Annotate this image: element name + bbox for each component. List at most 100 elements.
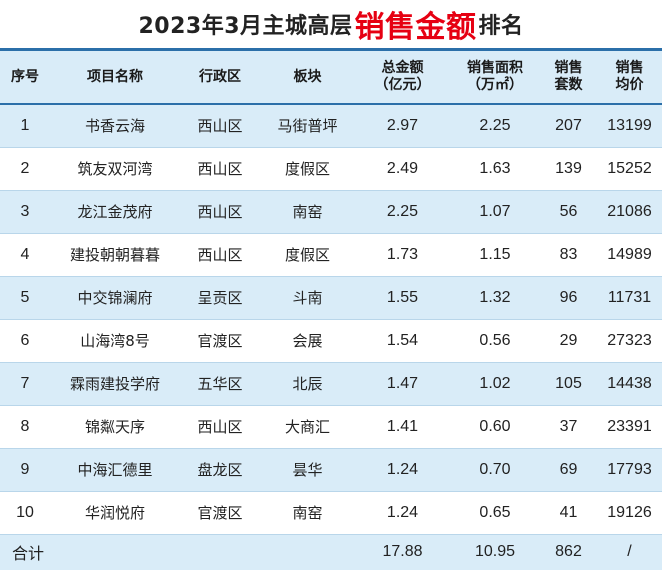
title-rule (0, 48, 662, 51)
header-avg: 销售 均价 (597, 51, 662, 105)
table-row: 4 建投朝朝暮暮 西山区 度假区 1.73 1.15 83 14989 (0, 233, 662, 277)
cell-units: 207 (540, 104, 597, 148)
header-units: 销售 套数 (540, 51, 597, 105)
cell-name: 书香云海 (50, 104, 180, 148)
header-rank: 序号 (0, 51, 50, 105)
total-area: 10.95 (474, 543, 516, 561)
cell-area: 1.63 (450, 147, 540, 191)
cell-name: 筑友双河湾 (50, 147, 180, 191)
cell-sector: 斗南 (260, 276, 355, 320)
cell-amount: 2.25 (355, 190, 450, 234)
cell-units: 69 (540, 448, 597, 492)
page-title: 2023年3月主城高层 销售金额 排名 (0, 0, 662, 48)
cell-amount: 1.47 (355, 362, 450, 406)
cell-rank: 5 (0, 276, 50, 320)
cell-amount: 1.55 (355, 276, 450, 320)
cell-amount: 1.24 (355, 491, 450, 535)
cell-units: 56 (540, 190, 597, 234)
cell-name: 锦粼天序 (50, 405, 180, 449)
cell-sector: 会展 (260, 319, 355, 363)
cell-units: 96 (540, 276, 597, 320)
title-suffix: 排名 (478, 14, 524, 39)
header-district: 行政区 (180, 51, 260, 105)
cell-avg: 14438 (597, 362, 662, 406)
cell-amount: 1.54 (355, 319, 450, 363)
cell-rank: 10 (0, 491, 50, 535)
cell-area: 1.02 (450, 362, 540, 406)
cell-area: 0.56 (450, 319, 540, 363)
cell-district: 盘龙区 (180, 448, 260, 492)
table-row: 2 筑友双河湾 西山区 度假区 2.49 1.63 139 15252 (0, 147, 662, 191)
cell-name: 龙江金茂府 (50, 190, 180, 234)
cell-amount: 1.24 (355, 448, 450, 492)
table-row: 7 霖雨建投学府 五华区 北辰 1.47 1.02 105 14438 (0, 362, 662, 406)
cell-name: 建投朝朝暮暮 (50, 233, 180, 277)
total-amount: 17.88 (382, 543, 423, 561)
cell-amount: 2.49 (355, 147, 450, 191)
cell-area: 1.32 (450, 276, 540, 320)
title-prefix: 2023年3月主城高层 (138, 14, 353, 39)
cell-rank: 4 (0, 233, 50, 277)
header-name: 项目名称 (50, 51, 180, 105)
cell-avg: 21086 (597, 190, 662, 234)
cell-area: 0.60 (450, 405, 540, 449)
cell-units: 29 (540, 319, 597, 363)
cell-sector: 北辰 (260, 362, 355, 406)
cell-district: 西山区 (180, 405, 260, 449)
cell-area: 2.25 (450, 104, 540, 148)
cell-sector: 南窑 (260, 190, 355, 234)
total-label: 合计 (12, 546, 45, 564)
total-row: 合计 17.88 10.95 862 / (0, 534, 662, 570)
cell-area: 1.07 (450, 190, 540, 234)
cell-avg: 11731 (597, 276, 662, 320)
table-row: 8 锦粼天序 西山区 大商汇 1.41 0.60 37 23391 (0, 405, 662, 449)
cell-amount: 1.41 (355, 405, 450, 449)
cell-name: 中海汇德里 (50, 448, 180, 492)
cell-name: 华润悦府 (50, 491, 180, 535)
cell-sector: 马街普坪 (260, 104, 355, 148)
cell-sector: 南窑 (260, 491, 355, 535)
header-amount: 总金额 （亿元） (355, 51, 450, 105)
cell-amount: 2.97 (355, 104, 450, 148)
cell-rank: 8 (0, 405, 50, 449)
header-avg-line2: 均价 (615, 77, 644, 93)
cell-district: 西山区 (180, 190, 260, 234)
header-units-line2: 套数 (554, 77, 583, 93)
total-avg: / (627, 543, 632, 561)
title-highlight: 销售金额 (354, 10, 477, 45)
header-amount-line2: （亿元） (374, 77, 431, 93)
cell-area: 0.70 (450, 448, 540, 492)
ranking-table: 序号 项目名称 行政区 板块 总金额 （亿元） 销售面积 （万㎡） 销售 套数 销售均… (0, 51, 662, 570)
cell-name: 霖雨建投学府 (50, 362, 180, 406)
cell-district: 官渡区 (180, 319, 260, 363)
cell-rank: 1 (0, 104, 50, 148)
cell-district: 西山区 (180, 233, 260, 277)
cell-rank: 9 (0, 448, 50, 492)
table-row: 5 中交锦澜府 呈贡区 斗南 1.55 1.32 96 11731 (0, 276, 662, 320)
cell-avg: 27323 (597, 319, 662, 363)
cell-avg: 15252 (597, 147, 662, 191)
cell-sector: 大商汇 (260, 405, 355, 449)
cell-district: 五华区 (180, 362, 260, 406)
cell-avg: 19126 (597, 491, 662, 535)
table-row: 10 华润悦府 官渡区 南窑 1.24 0.65 41 19126 (0, 491, 662, 535)
cell-rank: 6 (0, 319, 50, 363)
cell-units: 83 (540, 233, 597, 277)
cell-avg: 13199 (597, 104, 662, 148)
cell-rank: 7 (0, 362, 50, 406)
cell-units: 105 (540, 362, 597, 406)
cell-avg: 23391 (597, 405, 662, 449)
table-row: 9 中海汇德里 盘龙区 昙华 1.24 0.70 69 17793 (0, 448, 662, 492)
header-units-line1: 销售 (554, 60, 583, 76)
header-avg-line1: 销售 (615, 60, 644, 76)
header-sector: 板块 (260, 51, 355, 105)
header-area-line2: （万㎡） (467, 77, 523, 93)
cell-district: 呈贡区 (180, 276, 260, 320)
cell-avg: 17793 (597, 448, 662, 492)
cell-district: 官渡区 (180, 491, 260, 535)
cell-units: 139 (540, 147, 597, 191)
table-row: 1 书香云海 西山区 马街普坪 2.97 2.25 207 13199 (0, 104, 662, 148)
cell-avg: 14989 (597, 233, 662, 277)
cell-name: 中交锦澜府 (50, 276, 180, 320)
cell-district: 西山区 (180, 147, 260, 191)
